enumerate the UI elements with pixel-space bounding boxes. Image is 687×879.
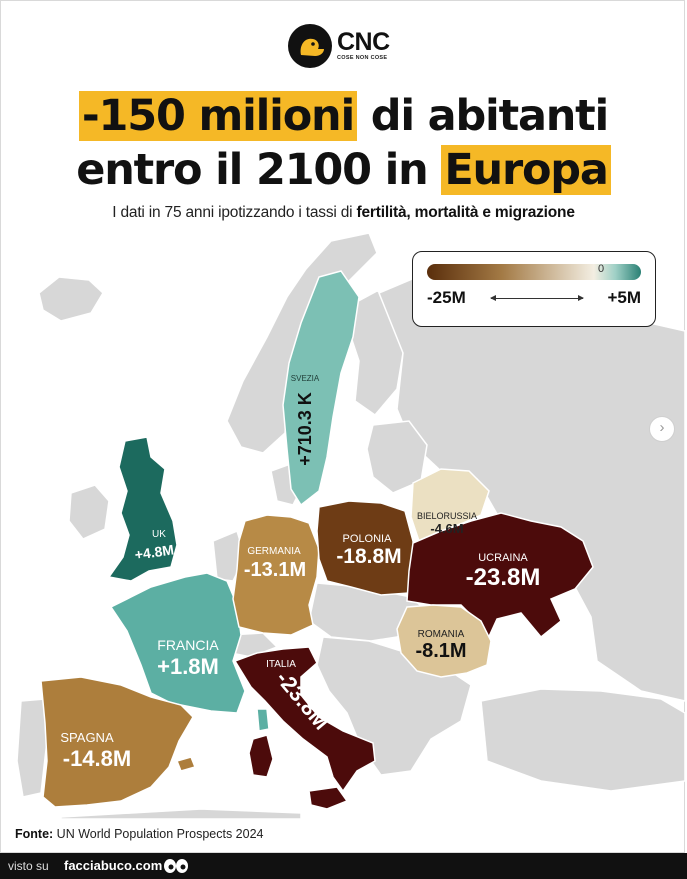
brand-name: CNC bbox=[337, 28, 390, 57]
title-highlight-2: Europa bbox=[441, 145, 611, 195]
legend-box: 0 -25M +5M bbox=[412, 251, 656, 327]
sardinia-shape bbox=[248, 734, 274, 778]
ireland-shape bbox=[68, 484, 110, 540]
footer-visto-label: visto su bbox=[8, 859, 49, 873]
title-text-2: entro il 2100 in bbox=[76, 145, 442, 195]
iceland-shape bbox=[38, 276, 104, 322]
chevron-right-icon[interactable]: › bbox=[649, 416, 675, 442]
romania-shape bbox=[396, 604, 492, 678]
germany-shape bbox=[232, 514, 320, 636]
legend-zero-marker: 0 bbox=[597, 263, 605, 275]
brand-tagline: COSE NON COSE bbox=[337, 55, 388, 62]
title-line-1: -150 milioni di abitanti bbox=[1, 89, 686, 143]
label-polonia-value: -18.8M bbox=[336, 545, 401, 568]
source-label: Fonte: bbox=[15, 827, 54, 841]
title-line-2: entro il 2100 in Europa bbox=[1, 143, 686, 197]
spain-shape bbox=[40, 676, 194, 808]
belarus-shape bbox=[410, 468, 490, 543]
label-spagna-name: SPAGNA bbox=[60, 730, 114, 745]
legend-gradient-bar bbox=[427, 264, 641, 280]
turkey-shape bbox=[480, 688, 686, 792]
uk-shape bbox=[107, 436, 178, 582]
footer-site-link[interactable]: facciabuco.com bbox=[64, 858, 163, 873]
label-ucraina-name: UCRAINA bbox=[478, 552, 528, 564]
corsica-shape bbox=[256, 708, 270, 732]
label-italia-name: ITALIA bbox=[266, 659, 296, 670]
label-francia-name: FRANCIA bbox=[157, 637, 219, 653]
label-uk-value: +4.8M bbox=[134, 541, 175, 562]
title-text-1: di abitanti bbox=[357, 91, 610, 141]
north-africa-shape bbox=[60, 808, 302, 819]
label-bielorussia-value: -4.6M bbox=[430, 521, 463, 536]
eyes-logo-icon bbox=[164, 859, 188, 873]
label-germania-value: -13.1M bbox=[244, 559, 306, 581]
label-romania-value: -8.1M bbox=[415, 640, 466, 662]
france-shape bbox=[109, 572, 246, 714]
label-romania-name: ROMANIA bbox=[418, 629, 465, 640]
page-frame: CNC COSE NON COSE -150 milioni di abitan… bbox=[0, 0, 686, 853]
baltics-shape bbox=[366, 420, 428, 494]
title-highlight-1: -150 milioni bbox=[78, 91, 357, 141]
sicily-shape bbox=[308, 786, 349, 810]
duck-logo-icon bbox=[288, 24, 332, 68]
portugal-shape bbox=[16, 698, 48, 798]
europe-map: SVEZIA +710.3 K UK +4.8M GERMANIA -13.1M… bbox=[16, 232, 686, 819]
legend-min-label: -25M bbox=[427, 288, 466, 307]
footer-bar: visto su facciabuco.com bbox=[0, 853, 687, 879]
subtitle-bold: fertilità, mortalità e migrazione bbox=[356, 204, 575, 221]
legend-max-label: +5M bbox=[607, 288, 641, 307]
label-francia-value: +1.8M bbox=[157, 654, 219, 679]
label-spagna-value: -14.8M bbox=[63, 746, 131, 771]
subtitle-plain: I dati in 75 anni ipotizzando i tassi di bbox=[112, 204, 357, 221]
label-uk-name: UK bbox=[152, 529, 166, 540]
italy-shape bbox=[233, 646, 376, 793]
source-note: Fonte: UN World Population Prospects 202… bbox=[15, 827, 263, 841]
brand-logo: CNC COSE NON COSE bbox=[287, 23, 390, 69]
sweden-shape bbox=[282, 270, 360, 507]
double-arrow-icon bbox=[490, 295, 584, 301]
balearic-shape bbox=[175, 756, 197, 772]
label-bielorussia-name: BIELORUSSIA bbox=[417, 511, 477, 521]
label-polonia-name: POLONIA bbox=[343, 533, 393, 545]
source-text: UN World Population Prospects 2024 bbox=[53, 827, 264, 841]
label-germania-name: GERMANIA bbox=[247, 546, 301, 557]
subtitle: I dati in 75 anni ipotizzando i tassi di… bbox=[1, 204, 686, 222]
label-ucraina-value: -23.8M bbox=[466, 564, 541, 591]
label-svezia-name: SVEZIA bbox=[291, 374, 320, 383]
label-svezia-value: +710.3 K bbox=[295, 392, 315, 466]
